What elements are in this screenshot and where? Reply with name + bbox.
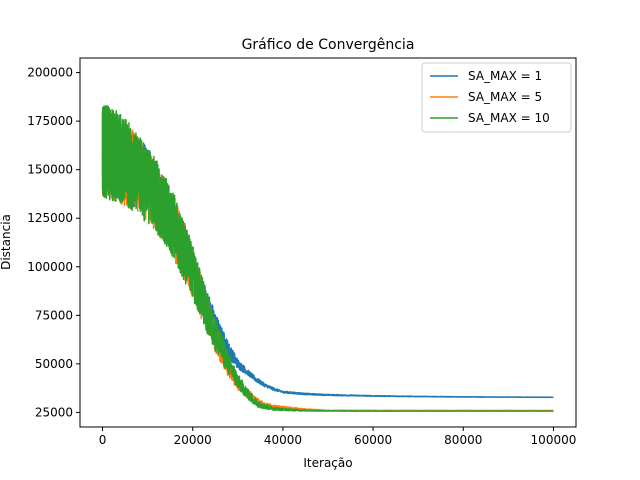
legend-box [421, 62, 572, 133]
x-tick-label: 0 [99, 433, 107, 447]
x-tick-label: 80000 [444, 433, 482, 447]
x-tick-label: 60000 [354, 433, 392, 447]
y-tick-label: 25000 [35, 405, 73, 419]
y-tick-label: 100000 [27, 260, 73, 274]
legend: SA_MAX = 1 SA_MAX = 5 SA_MAX = 10 [421, 62, 572, 133]
y-tick-label: 50000 [35, 357, 73, 371]
series-line-2 [101, 111, 554, 412]
y-tick-label: 75000 [35, 308, 73, 322]
legend-label-2: SA_MAX = 5 [468, 90, 542, 104]
x-axis-ticks: 0 20000 40000 60000 80000 100000 [99, 427, 577, 447]
plot-area [101, 104, 554, 412]
axes-frame [79, 57, 577, 428]
y-tick-label: 150000 [27, 163, 73, 177]
x-axis-label: Iteração [303, 456, 352, 470]
series-line-3 [101, 104, 554, 412]
y-tick-label: 200000 [27, 66, 73, 80]
series-line-1 [101, 110, 554, 399]
y-axis-ticks: 25000 50000 75000 100000 125000 150000 175000 2… [27, 66, 80, 419]
legend-label-3: SA_MAX = 10 [468, 111, 550, 125]
x-tick-label: 40000 [264, 433, 302, 447]
y-tick-label: 125000 [27, 211, 73, 225]
x-tick-label: 100000 [531, 433, 577, 447]
y-axis-label: Distancia [0, 214, 13, 270]
x-tick-label: 20000 [174, 433, 212, 447]
legend-label-1: SA_MAX = 1 [468, 69, 542, 83]
y-tick-label: 175000 [27, 114, 73, 128]
chart-title: Gráfico de Convergência [242, 37, 415, 53]
